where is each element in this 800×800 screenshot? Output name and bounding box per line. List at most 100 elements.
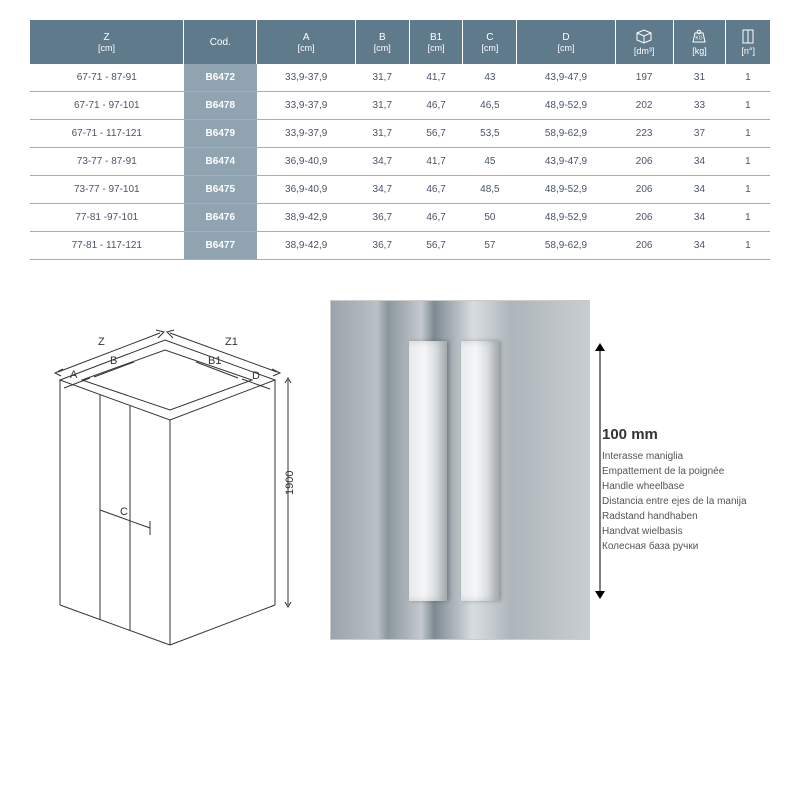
data-cell: 1	[726, 204, 770, 232]
data-cell: 206	[615, 176, 673, 204]
data-cell: 31,7	[355, 64, 409, 92]
data-cell: 45	[463, 148, 517, 176]
handle-label: Interasse maniglia	[602, 449, 770, 464]
diagram-label-z: Z	[98, 336, 105, 348]
data-cell: 46,7	[409, 176, 463, 204]
box-icon	[635, 28, 653, 44]
table-row: 73-77 - 97-101B647536,9-40,934,746,748,5…	[30, 176, 770, 204]
data-cell: 197	[615, 64, 673, 92]
data-cell: 67-71 - 117-121	[30, 120, 184, 148]
data-cell: 33,9-37,9	[257, 120, 355, 148]
table-header-row: Z[cm] Cod. A[cm] B[cm] B1[cm] C[cm] D[cm…	[30, 20, 770, 64]
col-d: D[cm]	[517, 20, 615, 64]
data-cell: 1	[726, 148, 770, 176]
handle-photo-block: 100 mm Interasse manigliaEmpattement de …	[330, 300, 770, 640]
table-row: 77-81 - 117-121B647738,9-42,936,756,7575…	[30, 232, 770, 260]
data-cell: 1	[726, 176, 770, 204]
diagram-label-z1: Z1	[225, 336, 238, 348]
data-cell: 33,9-37,9	[257, 64, 355, 92]
data-cell: 48,9-52,9	[517, 92, 615, 120]
handle-label: Handle wheelbase	[602, 479, 770, 494]
diagram-label-a: A	[70, 369, 78, 381]
handle-dimension-text: 100 mm Interasse manigliaEmpattement de …	[602, 386, 770, 554]
data-cell: 36,7	[355, 204, 409, 232]
data-cell: 46,7	[409, 204, 463, 232]
code-cell: B6472	[184, 64, 257, 92]
handle-dim-value: 100 mm	[602, 426, 770, 443]
data-cell: 77-81 -97-101	[30, 204, 184, 232]
data-cell: 38,9-42,9	[257, 204, 355, 232]
col-weight: KG [kg]	[673, 20, 726, 64]
data-cell: 56,7	[409, 232, 463, 260]
data-cell: 31	[673, 64, 726, 92]
data-cell: 206	[615, 148, 673, 176]
code-cell: B6475	[184, 176, 257, 204]
data-cell: 67-71 - 87-91	[30, 64, 184, 92]
col-b: B[cm]	[355, 20, 409, 64]
data-cell: 34	[673, 148, 726, 176]
data-cell: 1	[726, 232, 770, 260]
col-volume: [dm³]	[615, 20, 673, 64]
data-cell: 43,9-47,9	[517, 148, 615, 176]
diagram-label-b: B	[110, 355, 117, 367]
data-cell: 31,7	[355, 92, 409, 120]
handle-label: Handvat wielbasis	[602, 524, 770, 539]
table-row: 67-71 - 117-121B647933,9-37,931,756,753,…	[30, 120, 770, 148]
data-cell: 77-81 - 117-121	[30, 232, 184, 260]
data-cell: 31,7	[355, 120, 409, 148]
data-cell: 206	[615, 232, 673, 260]
data-cell: 34	[673, 232, 726, 260]
code-cell: B6478	[184, 92, 257, 120]
col-code: Cod.	[184, 20, 257, 64]
data-cell: 37	[673, 120, 726, 148]
data-cell: 41,7	[409, 64, 463, 92]
table-row: 67-71 - 97-101B647833,9-37,931,746,746,5…	[30, 92, 770, 120]
data-cell: 73-77 - 87-91	[30, 148, 184, 176]
handle-label: Колесная база ручки	[602, 539, 770, 554]
data-cell: 67-71 - 97-101	[30, 92, 184, 120]
data-cell: 57	[463, 232, 517, 260]
diagram-label-height: 1900	[284, 471, 296, 495]
data-cell: 50	[463, 204, 517, 232]
data-cell: 38,9-42,9	[257, 232, 355, 260]
technical-diagram: Z Z1 A B B1 D C 1900	[30, 300, 310, 663]
data-cell: 33,9-37,9	[257, 92, 355, 120]
data-cell: 43,9-47,9	[517, 64, 615, 92]
data-cell: 48,9-52,9	[517, 176, 615, 204]
data-cell: 56,7	[409, 120, 463, 148]
diagram-label-d: D	[252, 370, 260, 382]
data-cell: 48,9-52,9	[517, 204, 615, 232]
data-cell: 48,5	[463, 176, 517, 204]
data-cell: 46,5	[463, 92, 517, 120]
col-a: A[cm]	[257, 20, 355, 64]
data-cell: 36,9-40,9	[257, 176, 355, 204]
data-cell: 202	[615, 92, 673, 120]
col-c: C[cm]	[463, 20, 517, 64]
lower-section: Z Z1 A B B1 D C 1900 100 mm Interasse ma…	[30, 300, 770, 663]
data-cell: 34	[673, 204, 726, 232]
handle-photo	[330, 300, 590, 640]
code-cell: B6474	[184, 148, 257, 176]
svg-text:KG: KG	[696, 36, 703, 42]
data-cell: 223	[615, 120, 673, 148]
data-cell: 1	[726, 120, 770, 148]
col-count: [n°]	[726, 20, 770, 64]
data-cell: 34	[673, 176, 726, 204]
data-cell: 41,7	[409, 148, 463, 176]
data-cell: 1	[726, 64, 770, 92]
code-cell: B6477	[184, 232, 257, 260]
data-cell: 53,5	[463, 120, 517, 148]
handle-dim-arrow	[593, 341, 607, 601]
data-cell: 34,7	[355, 148, 409, 176]
code-cell: B6479	[184, 120, 257, 148]
table-row: 73-77 - 87-91B647436,9-40,934,741,74543,…	[30, 148, 770, 176]
weight-icon: KG	[690, 28, 708, 44]
diagram-label-c: C	[120, 506, 128, 518]
data-cell: 36,7	[355, 232, 409, 260]
data-cell: 34,7	[355, 176, 409, 204]
data-cell: 43	[463, 64, 517, 92]
data-cell: 206	[615, 204, 673, 232]
handle-label: Distancia entre ejes de la manija	[602, 494, 770, 509]
col-z: Z[cm]	[30, 20, 184, 64]
table-row: 77-81 -97-101B647638,9-42,936,746,75048,…	[30, 204, 770, 232]
